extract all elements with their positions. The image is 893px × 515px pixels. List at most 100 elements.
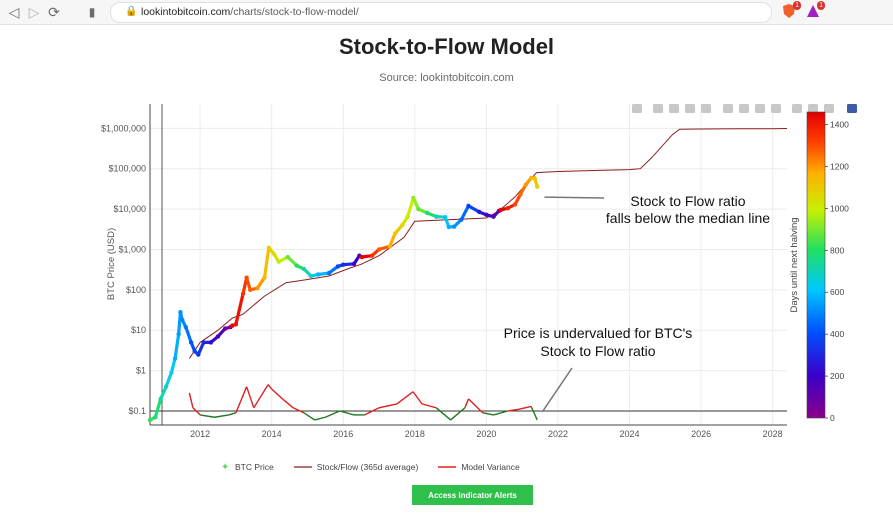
model-variance-segment (245, 386, 255, 409)
btc-price-point (169, 370, 174, 375)
y-axis-title: BTC Price (USD) (106, 228, 117, 300)
annotation-arrow-1 (544, 196, 605, 199)
access-indicator-alerts-button[interactable]: Access Indicator Alerts (412, 485, 533, 505)
chart-grid (150, 104, 787, 425)
btc-price-point (425, 210, 430, 216)
btc-price-point (498, 207, 503, 213)
btc-price-point (477, 209, 482, 215)
btc-price-point (192, 349, 197, 354)
legend-item-model-variance[interactable]: Model Variance (438, 462, 520, 472)
btc-price-point (459, 217, 464, 222)
zoom-out-icon[interactable] (739, 104, 749, 113)
btc-price-point (411, 195, 416, 201)
colorbar-tick-label: 600 (830, 287, 844, 297)
model-variance-segment (303, 412, 316, 421)
btc-price-segment (153, 397, 163, 419)
btc-price-point (301, 266, 307, 272)
btc-price-segment (388, 231, 397, 248)
pan-icon[interactable] (669, 104, 679, 113)
url-bar[interactable]: 🔒 lookintobitcoin.com/charts/stock-to-fl… (110, 2, 772, 23)
btc-price-segment (196, 340, 206, 357)
brave-shield-icon[interactable]: 1 (782, 1, 801, 20)
btc-price-point (176, 331, 181, 337)
annotation-text-2b: Stock to Flow ratio (540, 343, 655, 359)
btc-price-segment (234, 292, 245, 326)
extension-badge: 1 (793, 1, 801, 10)
btc-price-point (484, 212, 489, 218)
btc-price-segment (184, 325, 193, 344)
x-tick-label: 2016 (333, 429, 353, 439)
back-icon[interactable]: ◁ (8, 4, 20, 20)
hover-compare-icon[interactable] (824, 104, 834, 113)
btc-price-point (208, 340, 214, 345)
forward-icon[interactable]: ▷ (28, 4, 40, 20)
btc-price-point (376, 247, 382, 252)
model-variance-segment (235, 386, 248, 414)
y-tick-label: $1 (136, 366, 146, 376)
hover-closest-icon[interactable] (808, 104, 818, 113)
btc-price-point (359, 254, 365, 260)
btc-price-point (196, 352, 201, 357)
btc-price-point (532, 176, 537, 181)
btc-price-point (240, 291, 246, 296)
reload-icon[interactable]: ⟳ (48, 4, 60, 20)
lock-icon: 🔒 (125, 6, 138, 17)
btc-price-point (535, 184, 540, 189)
model-variance-segment (518, 405, 532, 411)
svg-text:✦: ✦ (221, 462, 229, 472)
legend-marker-btc: ✦ (221, 462, 229, 472)
plotly-logo-icon[interactable] (847, 104, 857, 113)
model-variance-segment (530, 406, 538, 421)
lasso-icon[interactable] (701, 104, 711, 113)
btc-price-point (294, 263, 299, 268)
url-host: lookintobitcoin.com (141, 6, 231, 18)
btc-price-point (434, 214, 439, 219)
x-tick-label: 2024 (620, 429, 640, 439)
model-variance-segment (192, 407, 201, 416)
model-variance-segment (267, 384, 273, 390)
model-variance-segment (228, 412, 237, 416)
btc-price-point (285, 254, 290, 260)
annotation-arrow-2 (541, 367, 573, 413)
btc-price-point (308, 273, 314, 279)
colorbar-tick-label: 400 (830, 329, 844, 339)
y-tick-label: $10 (131, 325, 146, 335)
box-select-icon[interactable] (685, 104, 695, 113)
browser-toolbar: ◁ ▷ ⟳ ▮ 🔒 lookintobitcoin.com/charts/sto… (0, 0, 893, 25)
x-tick-label: 2012 (190, 429, 210, 439)
btc-price-point (505, 206, 511, 211)
chart-modebar (632, 104, 857, 113)
model-variance-segment (507, 408, 519, 412)
model-variance-segment (314, 416, 326, 421)
x-tick-label: 2018 (405, 429, 425, 439)
model-variance-segment (271, 388, 283, 400)
btc-price-point (178, 309, 183, 315)
spike-lines-icon[interactable] (792, 104, 802, 113)
legend-label-btc-price: BTC Price (235, 462, 274, 472)
url-path: /charts/stock-to-flow-model/ (230, 6, 359, 18)
btc-price-point (405, 214, 410, 219)
camera-icon[interactable] (632, 104, 642, 113)
legend-label-model-variance: Model Variance (461, 462, 520, 472)
btc-price-segment (159, 385, 168, 401)
y-tick-label: $100,000 (108, 164, 146, 174)
autoscale-icon[interactable] (755, 104, 765, 113)
btc-price-point (262, 275, 267, 280)
btc-price-segment (406, 196, 415, 219)
zoom-icon[interactable] (653, 104, 663, 113)
model-variance-segment (214, 414, 229, 418)
btc-price-point (326, 270, 332, 276)
btc-price-point (271, 251, 276, 256)
legend-item-btc-price[interactable]: ✦ BTC Price (220, 462, 274, 472)
model-variance-segment (378, 403, 398, 409)
brave-rewards-icon[interactable]: 1 (806, 1, 825, 20)
btc-price-segment (164, 370, 174, 389)
legend-item-stock-flow[interactable]: Stock/Flow (365d average) (293, 462, 418, 472)
chart-legend: ✦ BTC Price Stock/Flow (365d average) Mo… (220, 462, 520, 472)
colorbar-tick-label: 1200 (830, 161, 849, 171)
chart-axes: $0.1 $1 $10 $100 $1,000 $10,000 $100,000 $1,000… (101, 104, 787, 439)
btc-price-point (315, 272, 321, 277)
reset-axes-icon[interactable] (771, 104, 781, 113)
zoom-in-icon[interactable] (723, 104, 733, 113)
bookmark-icon[interactable]: ▮ (88, 5, 96, 19)
